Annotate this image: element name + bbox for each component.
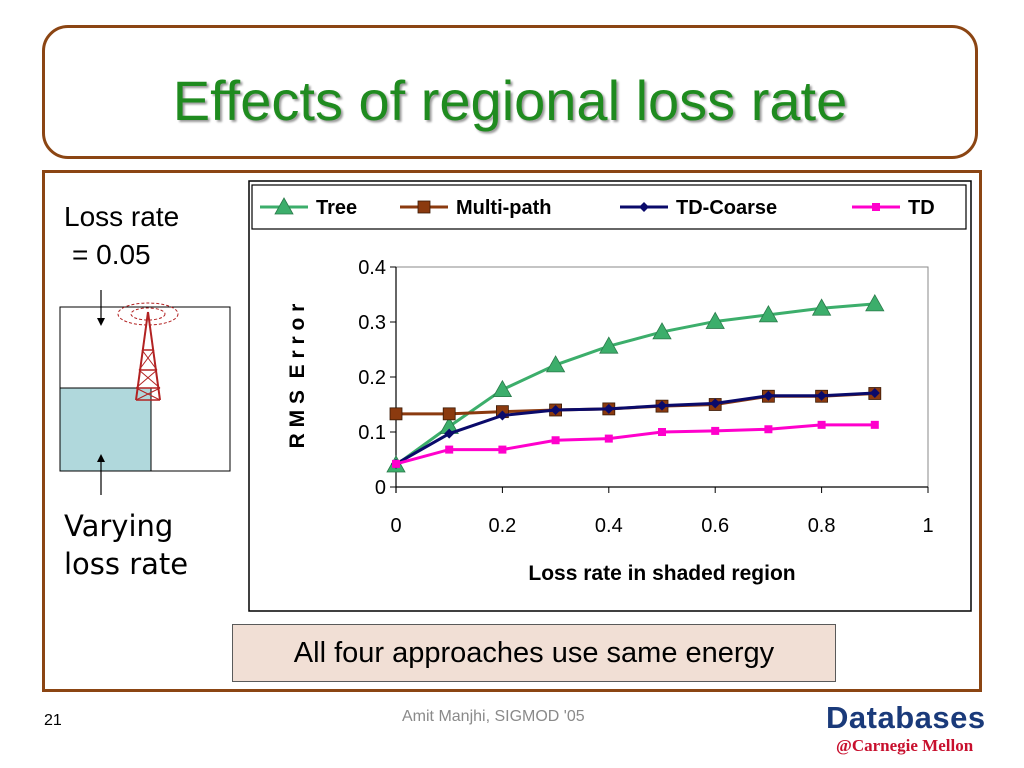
data-point-td-coarse — [869, 387, 880, 398]
legend-item-tree: Tree — [260, 197, 357, 219]
series-line-tree — [395, 302, 875, 467]
data-point-multi-path — [442, 407, 456, 421]
x-tick-label: 0.8 — [808, 515, 836, 537]
series-td — [392, 420, 879, 468]
data-point-td — [551, 436, 560, 445]
data-point-td — [498, 445, 507, 454]
legend-label-multi-path: Multi-path — [456, 197, 552, 219]
legend-marker-multi-path — [417, 200, 431, 214]
data-point-tree — [492, 379, 513, 398]
legend-box — [251, 184, 967, 230]
data-point-td — [445, 445, 454, 454]
legend-label-td-coarse: TD-Coarse — [676, 197, 777, 219]
varying-line2: loss rate — [64, 547, 189, 581]
varying-line1: Varying — [64, 509, 174, 543]
data-point-td — [711, 426, 720, 435]
data-point-tree — [652, 322, 672, 340]
arrow-top-head — [97, 318, 105, 326]
x-tick-label: 0.2 — [488, 515, 516, 537]
data-point-tree — [705, 311, 725, 329]
plot-area-border — [395, 266, 929, 488]
series-tree — [386, 294, 885, 473]
legend-marker-td — [872, 203, 880, 211]
legend: Tree Multi-path TD-Coarse TD — [260, 197, 935, 219]
data-point-td-coarse — [657, 400, 667, 411]
series-line-td — [395, 423, 875, 466]
legend-marker-td-coarse — [639, 202, 649, 212]
varying-loss-label: Varying loss rate — [64, 507, 188, 583]
data-point-td-coarse — [763, 390, 774, 401]
legend-label-tree: Tree — [316, 197, 357, 219]
region-diagram — [59, 290, 231, 495]
data-point-tree — [599, 336, 619, 354]
databases-logo: Databases — [826, 700, 986, 735]
data-point-tree — [545, 355, 566, 373]
legend-item-td-coarse: TD-Coarse — [620, 197, 777, 219]
data-point-td-coarse — [816, 390, 827, 401]
energy-callout: All four approaches use same energy — [232, 624, 836, 682]
data-point-td — [392, 459, 400, 468]
data-point-multi-path — [389, 407, 403, 421]
data-point-tree — [865, 294, 885, 312]
loss-rate-line1: Loss rate — [64, 201, 180, 232]
x-tick-label: 0 — [390, 515, 401, 537]
y-tick-label: 0.4 — [358, 257, 386, 279]
slide-title: Effects of regional loss rate — [172, 69, 848, 132]
title-box: Effects of regional loss rate — [42, 25, 978, 159]
x-tick-label: 0.6 — [701, 515, 729, 537]
legend-label-td: TD — [908, 197, 935, 219]
data-point-tree — [811, 298, 832, 316]
x-tick-label: 0.4 — [595, 515, 623, 537]
page-number: 21 — [44, 712, 62, 729]
legend-item-td: TD — [852, 197, 935, 219]
axes: 0 0.1 0.2 0.3 0.4 0 0.2 0.4 0.6 0.8 1 — [358, 257, 933, 537]
tower-icon — [117, 302, 179, 401]
y-tick-label: 0.2 — [358, 367, 386, 389]
shaded-region — [59, 387, 152, 472]
series-group — [386, 294, 885, 473]
y-axis-label: R M S E r r o r — [286, 304, 309, 449]
data-point-td-coarse — [550, 405, 561, 415]
data-point-tree — [758, 305, 779, 323]
arrow-bottom-head — [97, 454, 105, 462]
carnegie-mellon-logo: @Carnegie Mellon — [836, 736, 974, 755]
x-axis-label: Loss rate in shaded region — [528, 562, 795, 585]
data-point-td — [817, 420, 826, 429]
legend-marker-tree — [274, 197, 294, 215]
series-line-td-coarse — [395, 391, 875, 466]
data-point-td — [604, 434, 613, 443]
data-point-td-coarse — [444, 428, 455, 439]
x-tick-label: 1 — [922, 515, 933, 537]
data-point-td-coarse — [710, 398, 721, 409]
y-tick-label: 0.3 — [358, 312, 386, 334]
y-tick-label: 0 — [375, 477, 386, 499]
legend-item-multi-path: Multi-path — [400, 197, 552, 219]
rms-error-chart: Tree Multi-path TD-Coarse TD 00.10.20.30.40… — [248, 180, 972, 612]
loss-rate-label: Loss rate = 0.05 — [64, 198, 179, 274]
data-point-td — [764, 425, 773, 434]
data-point-td — [870, 420, 879, 429]
data-point-td-coarse — [603, 403, 614, 414]
data-point-td — [658, 428, 666, 436]
loss-rate-line2: = 0.05 — [72, 239, 151, 270]
y-tick-label: 0.1 — [358, 422, 386, 444]
footer-author: Amit Manjhi, SIGMOD '05 — [402, 708, 585, 725]
data-point-td-coarse — [497, 410, 508, 421]
